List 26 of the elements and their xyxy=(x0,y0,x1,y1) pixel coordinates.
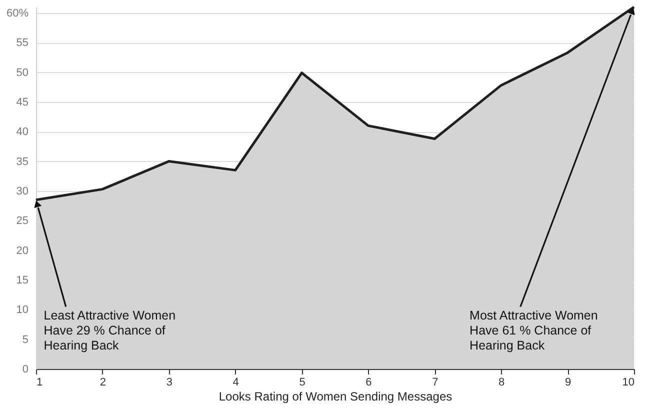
y-tick-label: 40 xyxy=(16,126,28,138)
x-tick-label: 6 xyxy=(366,376,372,388)
x-axis-title: Looks Rating of Women Sending Messages xyxy=(218,390,452,404)
x-tick-label: 8 xyxy=(498,376,505,388)
y-tick-label: 60% xyxy=(6,7,29,20)
y-tick-label: 10 xyxy=(16,304,28,316)
x-tick-label: 5 xyxy=(299,376,306,388)
y-tick-label: 15 xyxy=(16,274,28,286)
x-tick-label: 4 xyxy=(232,376,239,388)
x-tick-label: 2 xyxy=(100,376,106,388)
x-tick-label: 9 xyxy=(564,376,572,388)
y-tick-label: 25 xyxy=(16,215,28,228)
x-tick-label: 7 xyxy=(432,376,438,388)
y-tick-label: 35 xyxy=(16,156,28,168)
annotation: Most Attractive Women Have 61 % Chance of Hearing Back xyxy=(470,308,598,352)
y-tick-label: 5 xyxy=(22,334,28,346)
y-tick-label: 50 xyxy=(16,66,28,79)
annotation: Least Attractive Women Have 29 % Chance of Hearing Back xyxy=(44,308,176,352)
x-tick-label: 10 xyxy=(622,376,634,388)
y-tick-label: 45 xyxy=(16,96,28,108)
y-tick-label: 55 xyxy=(16,37,28,50)
y-tick-label: 20 xyxy=(16,244,28,257)
x-tick-label: 1 xyxy=(36,376,43,388)
y-tick-label: 30 xyxy=(16,185,28,198)
x-tick-label: 3 xyxy=(166,376,172,388)
y-tick-label: 0 xyxy=(22,364,28,376)
